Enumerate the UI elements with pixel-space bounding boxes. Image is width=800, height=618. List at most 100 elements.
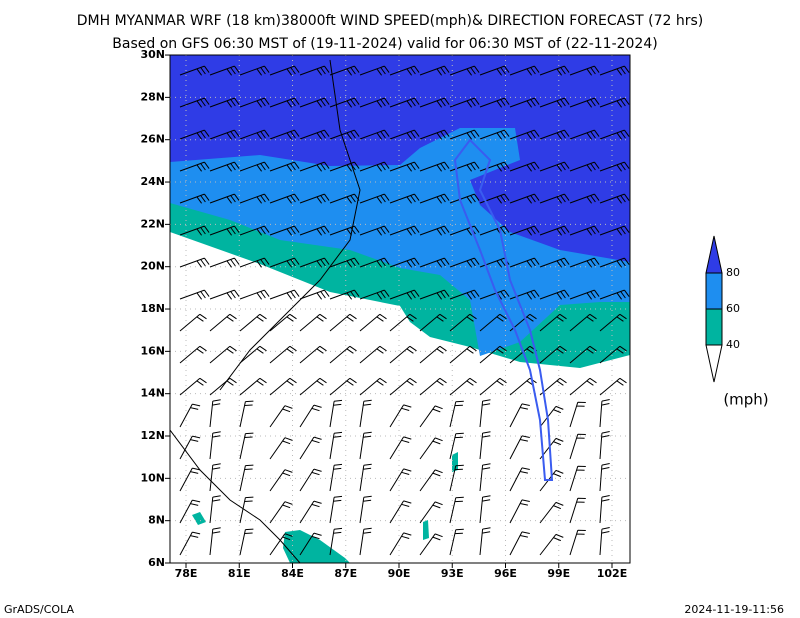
lat-label: 22N [140, 217, 165, 230]
wind-barb [359, 527, 372, 556]
legend-swatch [705, 344, 723, 383]
wind-barb [269, 405, 293, 428]
wind-barb [269, 257, 300, 268]
wind-barb [239, 432, 254, 460]
wind-barb [179, 403, 201, 428]
wind-barb [509, 97, 540, 108]
wind-barb [209, 399, 221, 428]
wind-barb [329, 161, 360, 172]
wind-barb [599, 377, 627, 396]
wind-barb [539, 129, 570, 140]
wind-barb [599, 527, 610, 556]
wind-barb [479, 193, 510, 204]
lon-label: 102E [597, 567, 627, 580]
wind-barb [389, 129, 420, 140]
wind-barb [239, 400, 254, 428]
wind-barb [569, 401, 586, 428]
wind-barb [599, 463, 610, 492]
band-80 [170, 55, 630, 262]
wind-barb [539, 65, 570, 76]
wind-barb [359, 65, 390, 76]
wind-barb [239, 129, 270, 140]
wind-barb [449, 377, 477, 396]
wind-barb [569, 65, 600, 76]
footer-left: GrADS/COLA [4, 603, 74, 616]
wind-barb [449, 97, 480, 108]
wind-barb [329, 257, 360, 268]
wind-barb [389, 193, 420, 204]
wind-barb [599, 225, 630, 236]
wind-barb [299, 313, 327, 332]
wind-barb [359, 345, 387, 364]
wind-barb [209, 431, 221, 460]
wind-barb [269, 345, 297, 364]
wind-barb [599, 97, 630, 108]
wind-barb [299, 257, 330, 268]
wind-barb [509, 499, 530, 524]
wind-barb [569, 433, 586, 460]
wind-barb [269, 533, 293, 556]
wind-barb [389, 313, 417, 332]
wind-barb [479, 225, 510, 236]
wind-barb [509, 531, 530, 556]
wind-barb [179, 499, 201, 524]
wind-barb [419, 313, 447, 332]
wind-barb [299, 225, 330, 236]
wind-barb [329, 399, 343, 428]
wind-barb [419, 437, 443, 460]
wind-barb [599, 289, 630, 300]
wind-barb [539, 97, 570, 108]
wind-barb [539, 225, 570, 236]
wind-barb [299, 129, 330, 140]
wind-barb [449, 464, 464, 492]
wind-barb [419, 377, 447, 396]
wind-barb [299, 468, 322, 492]
wind-barb [179, 97, 210, 108]
wind-barb [269, 97, 300, 108]
wind-barb [419, 501, 443, 524]
wind-barb [419, 225, 450, 236]
wind-barb [269, 225, 300, 236]
wind-barb [479, 313, 507, 332]
wind-barb [269, 161, 300, 172]
wind-barb [569, 497, 586, 524]
wind-barb [359, 257, 390, 268]
wind-barb [479, 377, 507, 396]
wind-barb [269, 289, 300, 300]
wind-barb [419, 193, 450, 204]
wind-barb [239, 161, 270, 172]
teal-patch [423, 520, 429, 540]
wind-barb [209, 97, 240, 108]
wind-barb [449, 161, 480, 172]
lat-label: 12N [140, 429, 165, 442]
wind-barb [329, 193, 360, 204]
wind-barb [419, 289, 450, 300]
wind-barb [269, 501, 293, 524]
wind-barb [269, 129, 300, 140]
wind-barb [479, 161, 510, 172]
wind-barb [179, 289, 210, 300]
wind-barb [389, 468, 412, 492]
wind-barb [299, 193, 330, 204]
wind-barb [179, 467, 201, 492]
wind-barb [419, 257, 450, 268]
wind-barb [239, 464, 254, 492]
wind-barb [179, 225, 210, 236]
wind-barb [479, 129, 510, 140]
wind-barb [209, 313, 237, 332]
wind-barb [419, 345, 447, 364]
wind-barb [209, 345, 237, 364]
wind-barb [539, 193, 570, 204]
wind-barb [209, 225, 240, 236]
wind-barb [209, 161, 240, 172]
wind-barb [449, 432, 464, 460]
wind-barb [539, 257, 570, 268]
wind-barb [239, 313, 267, 332]
wind-barb [449, 257, 480, 268]
wind-barb [509, 289, 540, 300]
wind-barb [299, 345, 327, 364]
wind-barb [599, 313, 627, 332]
wind-barb [569, 529, 586, 556]
footer-right: 2024-11-19-11:56 [684, 603, 784, 616]
wind-barb [389, 404, 412, 428]
